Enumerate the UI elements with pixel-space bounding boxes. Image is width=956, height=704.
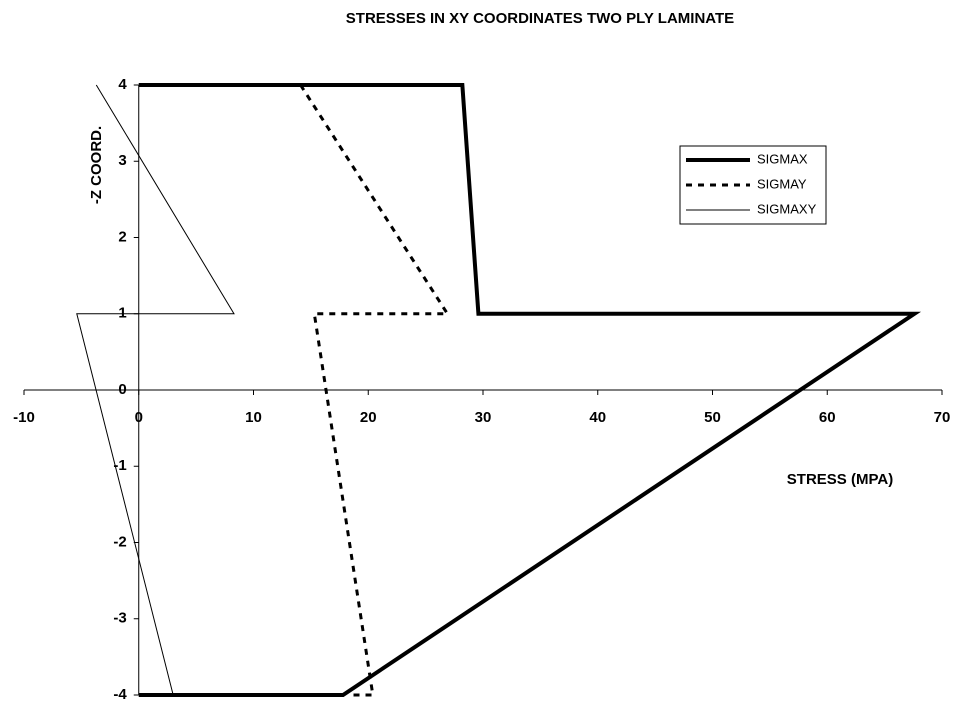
chart-title: STRESSES IN XY COORDINATES TWO PLY LAMIN… — [346, 10, 734, 27]
y-tick-label: 2 — [118, 228, 126, 245]
x-tick-label: 10 — [245, 409, 262, 426]
x-tick-label: 30 — [475, 409, 492, 426]
legend-label: SIGMAY — [757, 176, 807, 191]
y-tick-label: -2 — [113, 533, 126, 550]
y-tick-label: -4 — [113, 686, 127, 703]
legend: SIGMAX SIGMAY SIGMAXY — [679, 145, 827, 225]
x-axis-title: STRESS (MPA) — [787, 471, 893, 488]
y-tick-label: 0 — [118, 381, 126, 398]
legend-label: SIGMAX — [757, 151, 808, 166]
x-tick-label: 40 — [589, 409, 606, 426]
y-axis-title: -Z COORD. — [88, 126, 105, 204]
y-tick-label: 4 — [118, 76, 127, 93]
x-tick-label: 60 — [819, 409, 836, 426]
x-tick-label: 50 — [704, 409, 721, 426]
y-tick-label: 3 — [118, 152, 126, 169]
x-tick-label: 20 — [360, 409, 377, 426]
y-tick-label: 1 — [118, 305, 126, 322]
x-tick-label: 70 — [934, 409, 951, 426]
legend-label: SIGMAXY — [757, 201, 817, 216]
x-tick-label: -10 — [13, 409, 35, 426]
y-tick-label: -3 — [113, 610, 126, 627]
series-line — [299, 84, 451, 697]
series-line — [76, 84, 235, 696]
x-tick-label: 0 — [135, 409, 143, 426]
series-line — [138, 83, 922, 697]
